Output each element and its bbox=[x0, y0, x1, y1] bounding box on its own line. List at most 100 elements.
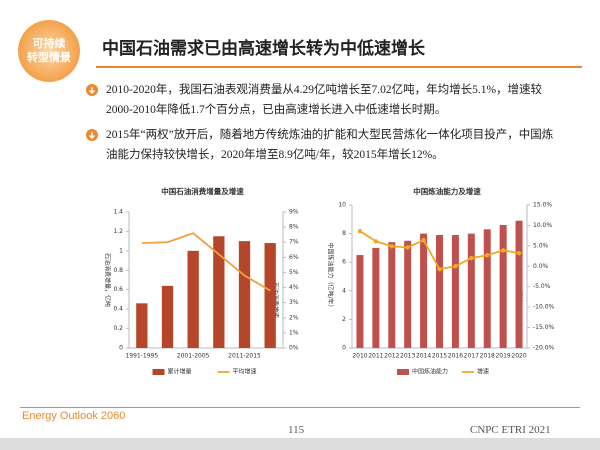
bullet-text: 2010-2020年，我国石油表观消费量从4.29亿吨增长至7.02亿吨，年均增… bbox=[106, 84, 543, 116]
bar bbox=[388, 242, 396, 348]
y2-tick-label: 5% bbox=[289, 269, 299, 276]
y-tick-label: 1.2 bbox=[113, 228, 123, 235]
x-tick-label: 2013 bbox=[400, 353, 415, 360]
bar bbox=[238, 241, 251, 348]
bullet: 2010-2020年，我国石油表观消费量从4.29亿吨增长至7.02亿吨，年均增… bbox=[86, 80, 556, 120]
y2-tick-label: 5.0% bbox=[533, 242, 549, 249]
bar bbox=[515, 220, 523, 348]
legend-swatch bbox=[397, 369, 409, 375]
x-tick-label: 2019 bbox=[495, 353, 510, 360]
footer-rule bbox=[20, 407, 580, 408]
legend-label: 中国炼油能力 bbox=[412, 368, 448, 376]
marker bbox=[485, 253, 490, 258]
y2-tick-label: 3% bbox=[289, 299, 299, 306]
title: 中国石油需求已由高速增长转为中低速增长 bbox=[102, 39, 425, 59]
y2-tick-label: 6% bbox=[289, 254, 299, 261]
logo-text: 可持续 bbox=[32, 37, 66, 50]
x-tick-label: 2016 bbox=[448, 353, 463, 360]
bar bbox=[436, 235, 443, 348]
y-tick-label: 10 bbox=[338, 202, 346, 209]
x-tick-label: 1991-1995 bbox=[125, 353, 158, 360]
bar bbox=[467, 233, 475, 348]
y2-tick-label: 8% bbox=[289, 224, 299, 231]
x-tick-label: 2012 bbox=[384, 353, 399, 360]
chart: 中国石油消费增量及增速 0 0.2 0.4 0.6 0.8 1 1.2 1.4 0% 1% 2% 3% 4… bbox=[104, 186, 299, 376]
logo-text: 转型情景 bbox=[27, 51, 71, 64]
y-tick-label: 8 bbox=[342, 230, 346, 237]
x-tick-label: 2010 bbox=[352, 353, 367, 360]
bar bbox=[213, 236, 225, 348]
y2-tick-label: 9% bbox=[289, 209, 299, 216]
y2-tick-label: 7% bbox=[289, 239, 299, 246]
y2-tick-label: -20.0% bbox=[533, 345, 555, 352]
y-tick-label: 4 bbox=[342, 287, 346, 294]
x-tick-label: 2017 bbox=[464, 353, 479, 360]
y2-tick-label: 4% bbox=[289, 284, 299, 291]
footer-text: Energy Outlook 2060 bbox=[22, 410, 126, 422]
footer-band bbox=[0, 438, 600, 450]
bar bbox=[161, 285, 174, 348]
y-axis-label: 石油消费增量，亿吨 bbox=[104, 253, 112, 307]
bullet: 2015年“两权”放开后，随着地方传统炼油的扩能和大型民营炼化一体化项目投产，中… bbox=[86, 125, 556, 165]
y2-tick-label: -5.0% bbox=[533, 283, 551, 290]
bar bbox=[404, 240, 412, 348]
x-tick-label: 2015 bbox=[432, 353, 447, 360]
chart: 中国炼油能力及增速 0 2 4 6 8 10 -20.0% -15.0% -10.0% -5.0% 0… bbox=[327, 186, 555, 376]
y-tick-label: 1.4 bbox=[113, 209, 123, 216]
bullet-text: 2015年“两权”放开后，随着地方传统炼油的扩能和大型民营炼化一体化项目投产，中… bbox=[106, 129, 554, 161]
marker bbox=[500, 248, 506, 253]
y-tick-label: 0 bbox=[119, 345, 123, 352]
y-tick-label: 1 bbox=[119, 247, 123, 254]
y2-tick-label: -15.0% bbox=[533, 324, 555, 331]
bullet-icon bbox=[86, 129, 98, 141]
y2-tick-label: 15.0% bbox=[533, 202, 552, 209]
chart-title: 中国石油消费增量及增速 bbox=[161, 186, 244, 196]
legend-label: 平均增速 bbox=[233, 368, 257, 376]
marker bbox=[453, 264, 458, 269]
logo: 可持续 转型情景 bbox=[18, 20, 80, 82]
x-tick-label: 2011 bbox=[368, 353, 383, 360]
bar bbox=[264, 243, 276, 348]
bar bbox=[187, 250, 199, 348]
bar bbox=[136, 303, 148, 348]
x-tick-label: 2001-2005 bbox=[177, 353, 210, 360]
marker bbox=[373, 239, 379, 244]
rule bbox=[96, 66, 582, 68]
page-number: 115 bbox=[288, 424, 305, 436]
bar bbox=[451, 235, 459, 348]
marker bbox=[357, 228, 363, 234]
footer-text: CNPC ETRI 2021 bbox=[470, 424, 551, 436]
bar bbox=[483, 229, 491, 348]
line bbox=[141, 232, 271, 292]
bar bbox=[499, 225, 507, 348]
x-tick-label: 2011-2015 bbox=[228, 353, 261, 360]
marker bbox=[516, 251, 522, 256]
legend-swatch bbox=[152, 369, 165, 375]
legend-label: 累计增量 bbox=[168, 368, 192, 376]
marker bbox=[469, 255, 474, 261]
chart-title: 中国炼油能力及增速 bbox=[413, 186, 481, 196]
y2-tick-label: -10.0% bbox=[533, 304, 555, 311]
y-tick-label: 2 bbox=[342, 316, 346, 323]
y2-tick-label: 1% bbox=[289, 329, 299, 336]
y-tick-label: 0.8 bbox=[113, 267, 123, 274]
bullet-icon bbox=[86, 84, 98, 96]
y-tick-label: 0.2 bbox=[113, 325, 123, 332]
bar bbox=[420, 233, 428, 348]
y2-tick-label: 0.0% bbox=[533, 263, 549, 270]
marker bbox=[421, 237, 426, 243]
marker bbox=[405, 245, 410, 250]
y2-tick-label: 2% bbox=[289, 314, 299, 321]
y-tick-label: 6 bbox=[342, 259, 346, 266]
x-tick-label: 2018 bbox=[480, 353, 495, 360]
y-tick-label: 0 bbox=[342, 345, 346, 352]
y-tick-label: 0.6 bbox=[113, 286, 123, 293]
x-tick-label: 2014 bbox=[416, 353, 431, 360]
bar bbox=[356, 255, 364, 348]
y2-tick-label: 10.0% bbox=[533, 222, 552, 229]
y-tick-label: 0.4 bbox=[113, 306, 123, 313]
legend-label: 增速 bbox=[477, 368, 489, 376]
y2-tick-label: 0% bbox=[289, 345, 299, 352]
x-tick-label: 2020 bbox=[511, 353, 526, 360]
